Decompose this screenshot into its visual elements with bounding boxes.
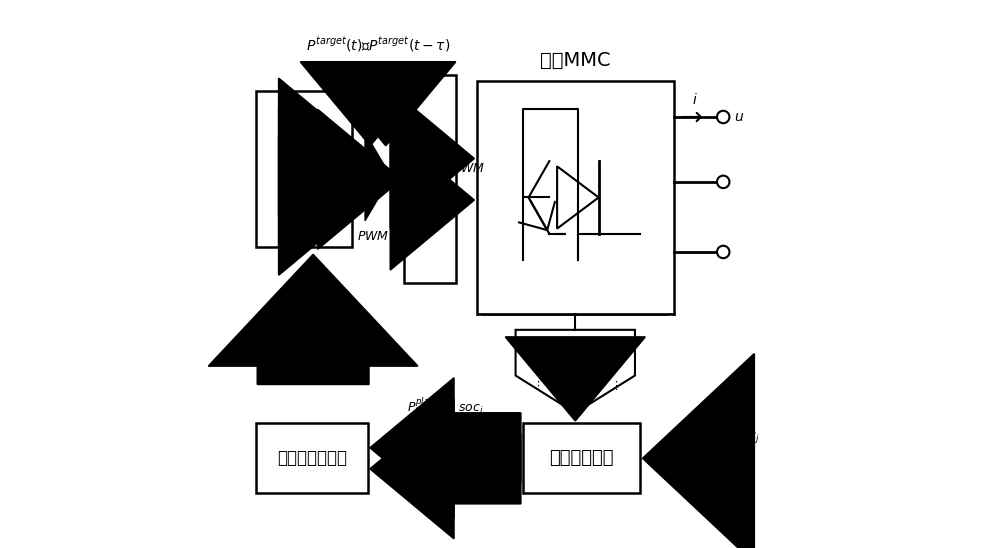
Text: $i$: $i$ bbox=[692, 92, 698, 107]
Text: $u_{an1}$, $u_{bn1}$, $u_{cn1}$: $u_{an1}$, $u_{bn1}$, $u_{cn1}$ bbox=[540, 366, 611, 377]
Text: $P^{target}(t)$、$P^{target}(t-\tau)$: $P^{target}(t)$、$P^{target}(t-\tau)$ bbox=[306, 35, 450, 54]
Text: CAN BUS: CAN BUS bbox=[666, 443, 723, 456]
Text: $\vdots$        $\vdots$        $\vdots$: $\vdots$ $\vdots$ $\vdots$ bbox=[532, 350, 619, 363]
Text: 本地控制器: 本地控制器 bbox=[277, 160, 331, 178]
Text: $P_i^{plan}$      $soc_j$: $P_i^{plan}$ $soc_j$ bbox=[407, 396, 484, 418]
Text: 能量均衡控制器: 能量均衡控制器 bbox=[277, 449, 347, 467]
Text: $u$: $u$ bbox=[734, 110, 744, 124]
Text: $PWM$: $PWM$ bbox=[453, 162, 485, 175]
Bar bbox=[404, 76, 456, 283]
Text: 状态评估单元: 状态评估单元 bbox=[550, 449, 614, 467]
Text: $\vdots$        $\vdots$        $\vdots$: $\vdots$ $\vdots$ $\vdots$ bbox=[532, 379, 619, 392]
Bar bbox=[256, 91, 352, 247]
Text: $u$ 、$i$: $u$ 、$i$ bbox=[565, 393, 586, 405]
Polygon shape bbox=[365, 133, 391, 221]
Text: $u_{ap1}$, $u_{bp1}$, $u_{cp1}$: $u_{ap1}$, $u_{bp1}$, $u_{cp1}$ bbox=[540, 336, 611, 349]
Bar bbox=[523, 423, 640, 493]
Text: $PWM$: $PWM$ bbox=[357, 230, 389, 243]
Text: 储能MMC: 储能MMC bbox=[540, 52, 611, 70]
Text: $soc_j$: $soc_j$ bbox=[734, 430, 759, 446]
Bar bbox=[256, 423, 368, 493]
Bar bbox=[477, 81, 674, 314]
Text: $u_i$: $u_i$ bbox=[323, 327, 338, 343]
Text: 出力
优化
单元: 出力 优化 单元 bbox=[420, 150, 440, 209]
Text: $\sigma_j$: $\sigma_j$ bbox=[740, 469, 753, 484]
